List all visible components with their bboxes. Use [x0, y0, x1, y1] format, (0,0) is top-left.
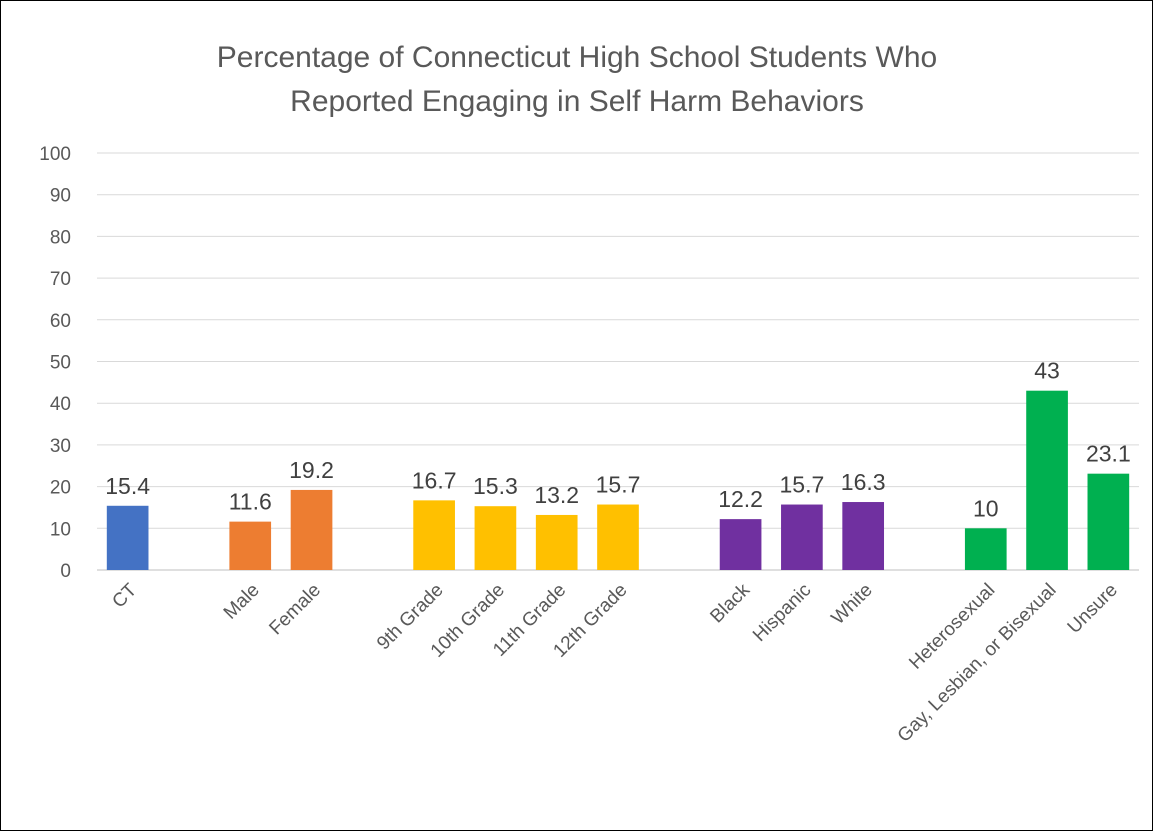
data-label: 13.2 [534, 482, 579, 508]
bar [106, 505, 149, 570]
y-tick-label: 90 [50, 186, 71, 207]
category-label: CT [108, 579, 141, 612]
category-label: Black [706, 579, 754, 627]
bar [719, 519, 762, 570]
data-label: 10 [973, 495, 999, 521]
data-label: 16.7 [412, 467, 457, 493]
category-label: Unsure [1064, 580, 1122, 638]
chart-title-line-2: Reported Engaging in Self Harm Behaviors [290, 85, 864, 118]
data-label: 23.1 [1086, 441, 1131, 467]
y-tick-label: 40 [50, 394, 71, 415]
data-label: 15.4 [105, 473, 150, 499]
y-tick-label: 0 [60, 561, 71, 582]
category-label: Hispanic [749, 580, 815, 646]
bar [597, 504, 639, 570]
data-label: 19.2 [289, 457, 334, 483]
y-tick-label: 50 [50, 353, 71, 374]
y-tick-label: 20 [50, 478, 71, 499]
y-axis-ticks: 0 10 20 30 40 50 60 70 80 90 100 [39, 144, 71, 582]
bar [229, 521, 272, 570]
category-label: White [828, 580, 877, 629]
bar [964, 528, 1007, 570]
bar [413, 500, 455, 570]
y-tick-label: 10 [50, 519, 71, 540]
chart-title-line-1: Percentage of Connecticut High School St… [217, 41, 937, 74]
y-tick-label: 100 [39, 144, 71, 165]
bar [781, 504, 823, 570]
data-label: 15.7 [779, 472, 824, 498]
bar [535, 514, 578, 570]
bar [474, 506, 517, 570]
y-tick-label: 80 [50, 227, 71, 248]
data-label: 12.2 [718, 486, 763, 512]
category-label: Female [265, 580, 325, 640]
bar [842, 502, 885, 570]
y-tick-label: 30 [50, 436, 71, 457]
y-tick-label: 70 [50, 269, 71, 290]
bar [290, 489, 333, 570]
bar [1087, 473, 1130, 570]
data-labels: 15.4 11.6 19.2 16.7 15.3 13.2 15.7 12.2 15.7 16.3… [105, 358, 1130, 522]
data-label: 11.6 [229, 489, 272, 515]
data-label: 15.3 [473, 473, 518, 499]
y-tick-label: 60 [50, 311, 71, 332]
data-label: 16.3 [841, 469, 886, 495]
bar [1026, 390, 1068, 570]
category-label: Male [220, 580, 264, 624]
data-label: 43 [1034, 358, 1060, 384]
data-label: 15.7 [596, 472, 641, 498]
bars [106, 390, 1130, 570]
